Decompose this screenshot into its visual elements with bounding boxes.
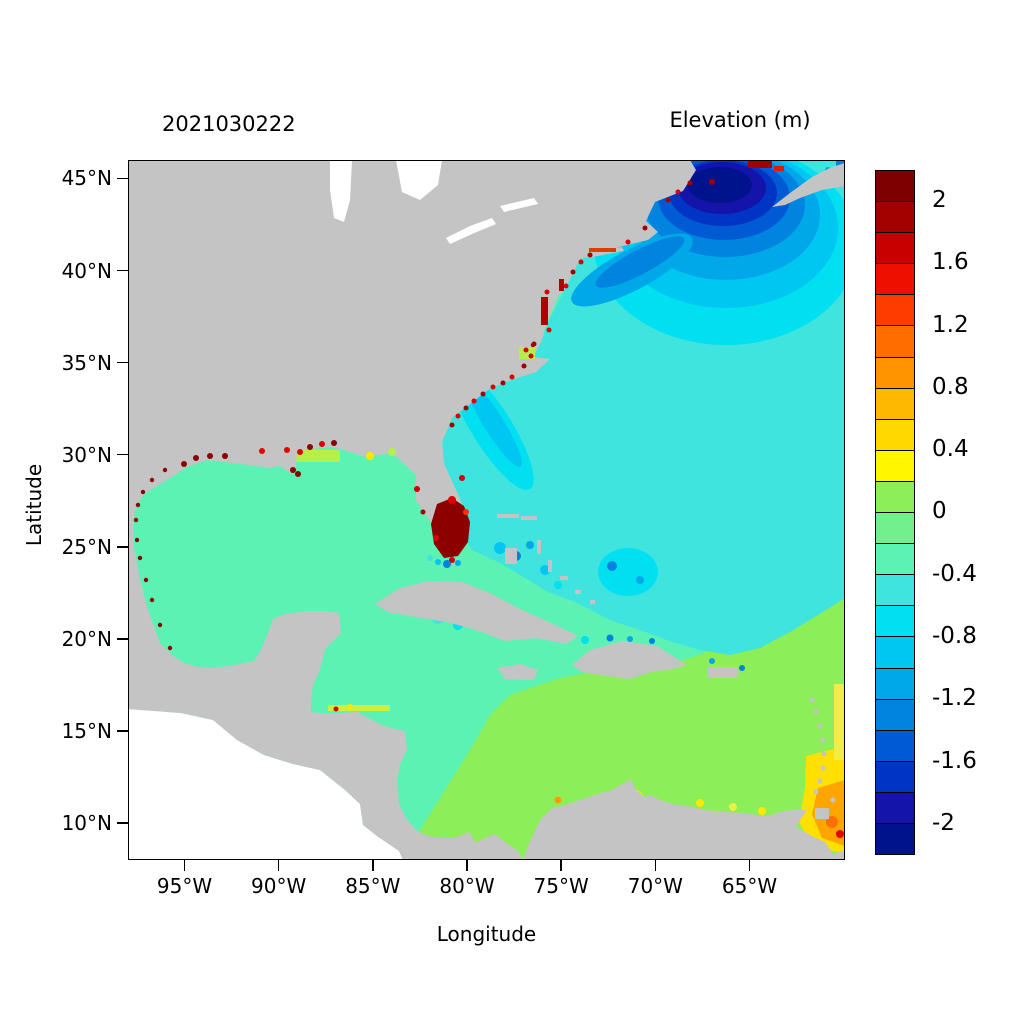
colorbar-band: [876, 263, 914, 295]
y-axis-tick-label: 45°N: [61, 166, 112, 191]
colorbar-band: [876, 512, 914, 544]
colorbar-band: [876, 760, 914, 792]
y-axis-tick: [117, 822, 128, 824]
x-axis-tick: [183, 860, 186, 871]
x-axis-tick-label: 90°W: [251, 874, 307, 898]
x-axis-tick: [466, 860, 468, 871]
colorbar-band: [876, 201, 914, 233]
y-axis-tick-label: 10°N: [61, 811, 112, 836]
land-north-america: [128, 160, 696, 860]
colorbar-band: [876, 325, 914, 357]
x-axis-tick-label: 80°W: [439, 874, 495, 898]
colorbar-tick-label: -1.2: [932, 685, 977, 712]
y-axis-tick: [117, 361, 128, 364]
y-axis-tick: [117, 730, 128, 732]
land-jamaica: [497, 664, 538, 680]
colorbar-band: [876, 729, 914, 761]
colorbar-band: [876, 418, 914, 450]
y-axis-tick-label: 40°N: [61, 258, 112, 283]
colorbar-tick-label: 1.2: [932, 311, 969, 338]
y-axis-tick: [117, 177, 128, 180]
colorbar-title: Elevation (m): [669, 108, 811, 132]
x-axis-label: Longitude: [436, 922, 537, 946]
y-axis-tick-label: 15°N: [61, 719, 112, 743]
y-axis-tick-label: 20°N: [61, 626, 112, 651]
colorbar-band: [876, 605, 914, 637]
land-puerto-rico: [708, 667, 738, 678]
x-axis-tick: [277, 860, 280, 871]
colorbar-tick-label: -0.8: [932, 623, 977, 650]
land-hispaniola: [572, 641, 687, 679]
colorbar-band: [876, 667, 914, 699]
x-axis-tick-label: 75°W: [533, 874, 589, 898]
y-axis-tick-label: 30°N: [61, 442, 112, 467]
x-axis-tick-label: 65°W: [721, 874, 778, 898]
x-axis-tick-label: 95°W: [156, 874, 213, 898]
y-axis-tick: [117, 546, 128, 548]
y-axis-tick-label: 25°N: [61, 534, 112, 559]
coastal-anomalies: [133, 161, 784, 671]
region-outside-domain: [128, 709, 403, 860]
colorbar-band: [876, 449, 914, 481]
land-layer: [128, 160, 845, 860]
colorbar-band: [876, 294, 914, 326]
y-axis-tick: [117, 453, 128, 456]
region-blue-ne-low: [571, 160, 845, 345]
colorbar-tick-label: 2: [932, 187, 947, 214]
x-axis-tick-label: 70°W: [627, 874, 683, 898]
colorbar-tick-label: -2: [932, 809, 955, 836]
colorbar: [875, 170, 915, 855]
colorbar-tick-label: -1.6: [932, 747, 977, 774]
x-axis-tick: [654, 860, 657, 871]
colorbar-band: [876, 543, 914, 575]
timestamp-title: 2021030222: [162, 112, 296, 136]
y-axis-tick-label: 35°N: [61, 350, 112, 375]
x-axis-tick: [560, 860, 562, 871]
colorbar-band: [876, 791, 914, 823]
colorbar-band: [876, 356, 914, 388]
x-axis-tick: [748, 860, 751, 871]
colorbar-band: [876, 574, 914, 606]
colorbar-tick-label: 0.8: [932, 373, 969, 400]
colorbar-band: [876, 232, 914, 264]
y-axis-tick: [117, 269, 128, 272]
colorbar-band: [876, 822, 914, 855]
x-axis-tick-label: 85°W: [345, 874, 401, 898]
colorbar-band: [876, 171, 914, 202]
x-axis-tick: [372, 860, 374, 871]
colorbar-tick-label: 0.4: [932, 436, 969, 463]
colorbar-band: [876, 387, 914, 419]
colorbar-tick-label: 0: [932, 498, 947, 525]
colorbar-tick-label: 1.6: [932, 249, 969, 276]
colorbar-band: [876, 698, 914, 730]
colorbar-tick-label: -0.4: [932, 560, 977, 587]
lakes-layer: [330, 160, 538, 524]
colorbar-band: [876, 480, 914, 513]
land-south-america: [523, 779, 845, 860]
y-axis-tick: [117, 638, 128, 640]
land-nova-scotia: [772, 163, 845, 207]
land-cuba: [375, 581, 578, 644]
colorbar-band: [876, 636, 914, 668]
